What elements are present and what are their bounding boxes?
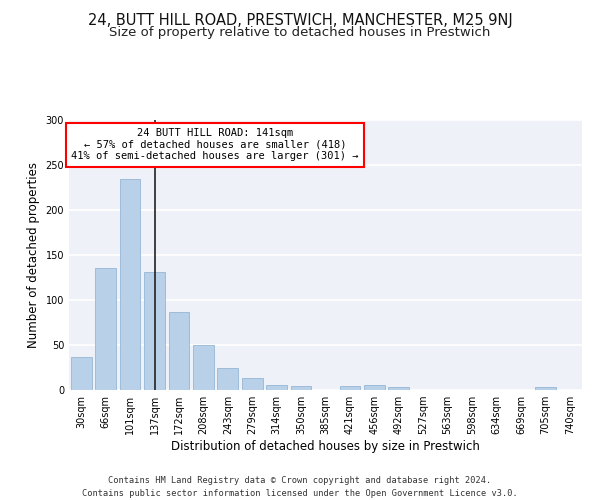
Bar [144,272,165,390]
Bar [290,386,311,390]
Bar [242,378,263,390]
Bar [169,312,190,390]
Bar [535,388,556,390]
Bar [95,268,116,390]
Text: Size of property relative to detached houses in Prestwich: Size of property relative to detached ho… [109,26,491,39]
Bar [266,384,287,390]
Y-axis label: Number of detached properties: Number of detached properties [27,162,40,348]
Bar [388,388,409,390]
Bar [340,386,361,390]
Bar [71,356,92,390]
X-axis label: Distribution of detached houses by size in Prestwich: Distribution of detached houses by size … [171,440,480,453]
Bar [193,345,214,390]
Text: 24, BUTT HILL ROAD, PRESTWICH, MANCHESTER, M25 9NJ: 24, BUTT HILL ROAD, PRESTWICH, MANCHESTE… [88,12,512,28]
Text: 24 BUTT HILL ROAD: 141sqm
← 57% of detached houses are smaller (418)
41% of semi: 24 BUTT HILL ROAD: 141sqm ← 57% of detac… [71,128,359,162]
Bar [364,384,385,390]
Bar [119,180,140,390]
Text: Contains HM Land Registry data © Crown copyright and database right 2024.
Contai: Contains HM Land Registry data © Crown c… [82,476,518,498]
Bar [217,368,238,390]
